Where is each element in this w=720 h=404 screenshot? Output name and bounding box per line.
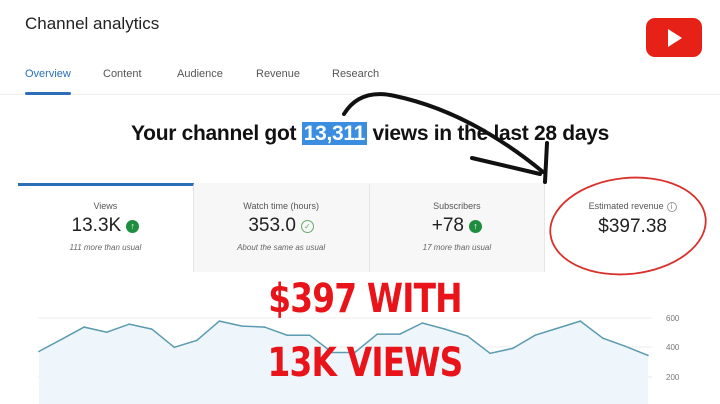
data-point bbox=[376, 333, 379, 335]
card-watch-time[interactable]: Watch time (hours) 353.0 ✓ About the same… bbox=[193, 183, 370, 272]
card-label: Estimated revenue bbox=[588, 201, 664, 211]
tab-audience[interactable]: Audience bbox=[177, 68, 223, 80]
arrow-up-icon: ↑ bbox=[126, 219, 140, 233]
data-point bbox=[331, 351, 334, 354]
data-point bbox=[534, 334, 537, 336]
tab-bar: Overview Content Audience Revenue Resear… bbox=[0, 66, 720, 95]
data-point bbox=[128, 323, 131, 325]
card-note: 17 more than usual bbox=[422, 243, 492, 252]
card-note: About the same as usual bbox=[237, 243, 326, 252]
check-circle-icon: ✓ bbox=[300, 219, 314, 233]
card-label: Watch time (hours) bbox=[243, 201, 319, 211]
data-point bbox=[602, 337, 604, 340]
card-value: +78 bbox=[431, 215, 464, 236]
data-point bbox=[150, 328, 153, 330]
data-point bbox=[466, 335, 469, 337]
arrow-annotation bbox=[342, 92, 545, 174]
headline-prefix: Your channel got bbox=[131, 122, 302, 145]
red-circle-annotation bbox=[549, 176, 707, 276]
card-note: 111 more than usual bbox=[69, 243, 142, 252]
card-label: Views bbox=[93, 201, 118, 211]
arrow-up-icon: ↑ bbox=[468, 219, 482, 233]
data-point bbox=[489, 352, 491, 355]
youtube-logo-icon bbox=[646, 18, 702, 57]
tab-overview[interactable]: Overview bbox=[25, 68, 71, 95]
card-label: Subscribers bbox=[433, 201, 481, 211]
data-point bbox=[263, 326, 266, 328]
data-point bbox=[218, 320, 221, 322]
card-value: 13.3K bbox=[71, 215, 122, 236]
y-tick-label: 600 bbox=[666, 314, 680, 323]
data-point bbox=[308, 334, 311, 336]
metric-cards: Views 13.3K ↑ 111 more than usual Watch t… bbox=[18, 183, 720, 272]
data-point bbox=[511, 347, 514, 350]
data-point bbox=[105, 331, 108, 334]
data-point bbox=[556, 327, 559, 329]
overlay-text-line1: $397 WITH bbox=[268, 276, 462, 322]
data-point bbox=[444, 328, 446, 330]
data-point bbox=[60, 338, 63, 341]
card-subscribers[interactable]: Subscribers +78 ↑ 17 more than usual bbox=[369, 183, 546, 272]
chart-area bbox=[39, 321, 648, 404]
data-point bbox=[286, 334, 288, 336]
data-point bbox=[196, 339, 198, 342]
data-point bbox=[579, 320, 582, 322]
card-estimated-revenue[interactable]: Estimated revenue i $397.38 bbox=[545, 183, 720, 272]
data-point bbox=[421, 322, 424, 324]
data-point bbox=[173, 346, 176, 349]
data-point bbox=[399, 333, 401, 335]
card-views[interactable]: Views 13.3K ↑ 111 more than usual bbox=[18, 183, 194, 272]
page-title: Channel analytics bbox=[25, 14, 160, 33]
y-tick-label: 400 bbox=[666, 343, 680, 352]
data-point bbox=[624, 345, 627, 348]
data-point bbox=[647, 354, 649, 357]
data-point bbox=[38, 350, 40, 353]
info-icon[interactable]: i bbox=[666, 202, 677, 212]
tab-content[interactable]: Content bbox=[103, 68, 142, 80]
tab-research[interactable]: Research bbox=[332, 68, 380, 80]
data-point bbox=[353, 351, 356, 354]
data-point bbox=[83, 326, 85, 328]
views-highlight: 13,311 bbox=[301, 122, 367, 145]
chart-line bbox=[38, 320, 649, 357]
y-tick-label: 200 bbox=[666, 373, 680, 382]
card-value: $397.38 bbox=[598, 216, 667, 237]
tab-revenue[interactable]: Revenue bbox=[256, 68, 301, 80]
card-value: 353.0 bbox=[248, 215, 296, 236]
overlay-text-line2: 13K VIEWS bbox=[267, 340, 464, 386]
data-point bbox=[241, 325, 243, 327]
arrowhead-annotation bbox=[470, 141, 549, 184]
